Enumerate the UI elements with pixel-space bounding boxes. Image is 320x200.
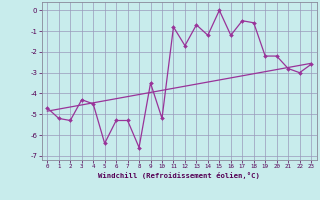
X-axis label: Windchill (Refroidissement éolien,°C): Windchill (Refroidissement éolien,°C) — [98, 172, 260, 179]
